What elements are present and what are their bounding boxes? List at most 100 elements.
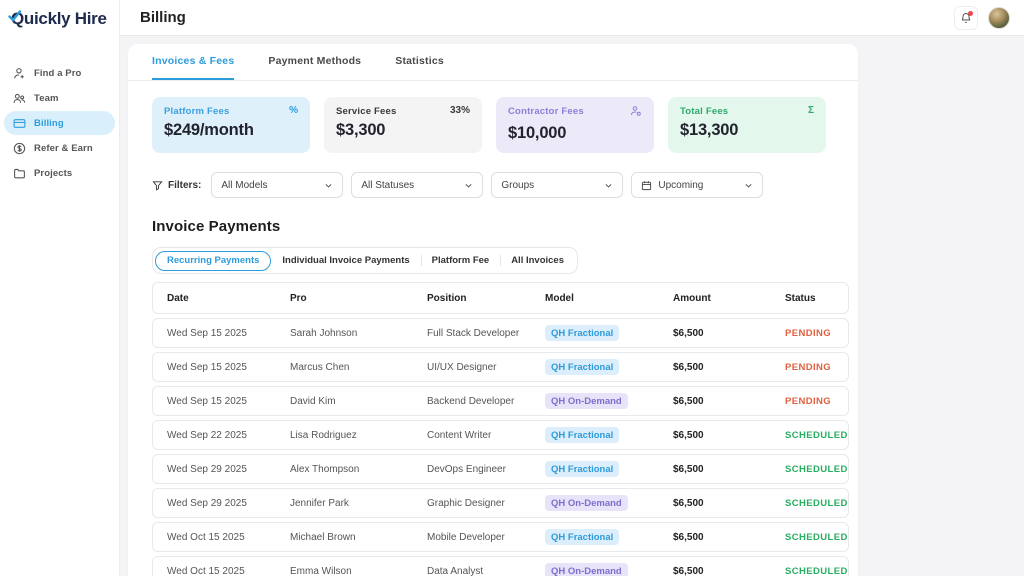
status-badge: SCHEDULED xyxy=(785,463,848,475)
total-fees-card: Total Fees Σ $13,300 xyxy=(668,97,826,153)
cell-date: Wed Sep 29 2025 xyxy=(167,497,247,509)
service-fees-card: Service Fees 33% $3,300 xyxy=(324,97,482,153)
billing-card: Invoices & Fees Payment Methods Statisti… xyxy=(128,44,858,576)
cell-pro: Lisa Rodriguez xyxy=(290,429,357,441)
sidebar-item-find-a-pro[interactable]: Find a Pro xyxy=(4,61,115,85)
brand-logo[interactable]: Quickly Hire xyxy=(0,0,119,29)
cell-pro: Sarah Johnson xyxy=(290,327,358,339)
sidebar-item-label: Team xyxy=(34,92,59,104)
fee-card-label: Contractor Fees xyxy=(508,106,584,117)
topbar-actions xyxy=(954,5,1010,30)
team-icon xyxy=(13,92,26,105)
cell-date: Wed Sep 29 2025 xyxy=(167,463,247,475)
cell-pro: Emma Wilson xyxy=(290,565,352,576)
tab-statistics[interactable]: Statistics xyxy=(395,55,444,67)
bell-icon xyxy=(961,12,971,23)
notifications-button[interactable] xyxy=(954,5,978,30)
user-avatar[interactable] xyxy=(988,6,1010,29)
tab-invoices-fees[interactable]: Invoices & Fees xyxy=(152,44,235,80)
sidebar-item-label: Find a Pro xyxy=(34,67,82,79)
tab-payment-methods[interactable]: Payment Methods xyxy=(268,55,362,67)
date-range-dropdown[interactable]: Upcoming xyxy=(631,172,764,198)
cell-amount: $6,500 xyxy=(673,531,704,543)
table-header-row: Date Pro Position Model Amount Status xyxy=(152,282,849,314)
cell-date: Wed Oct 15 2025 xyxy=(167,565,245,576)
col-header-model: Model xyxy=(545,292,574,304)
cell-amount: $6,500 xyxy=(673,565,704,576)
pill-platform-fee[interactable]: Platform Fee xyxy=(420,250,501,271)
fee-card-label: Total Fees xyxy=(680,106,729,117)
status-badge: SCHEDULED xyxy=(785,497,848,509)
payment-type-pills: Recurring Payments Individual Invoice Pa… xyxy=(152,247,578,274)
dollar-circle-icon xyxy=(13,142,26,155)
chevron-down-icon xyxy=(325,183,332,188)
model-badge: QH Fractional xyxy=(545,427,620,443)
model-badge: QH Fractional xyxy=(545,461,620,477)
col-header-position: Position xyxy=(427,292,467,304)
cell-pro: David Kim xyxy=(290,395,336,407)
chevron-down-icon xyxy=(465,183,472,188)
sidebar-item-team[interactable]: Team xyxy=(4,86,115,110)
model-badge: QH On-Demand xyxy=(545,495,628,511)
sidebar-nav: Find a Pro Team Billing Refer & Earn Pro… xyxy=(0,61,119,185)
person-gear-icon xyxy=(630,105,642,120)
sidebar-item-label: Billing xyxy=(34,117,64,129)
model-badge: QH On-Demand xyxy=(545,563,628,576)
pill-all-invoices[interactable]: All Invoices xyxy=(500,250,575,271)
contractor-fees-card: Contractor Fees $10,000 xyxy=(496,97,654,153)
cell-amount: $6,500 xyxy=(673,395,704,407)
model-badge: QH Fractional xyxy=(545,359,620,375)
cell-pro: Marcus Chen xyxy=(290,361,350,373)
fee-card-value: $13,300 xyxy=(680,121,739,139)
status-badge: PENDING xyxy=(785,395,832,407)
col-header-amount: Amount xyxy=(673,292,711,304)
table-row[interactable]: Wed Sep 29 2025 Alex Thompson DevOps Eng… xyxy=(152,454,849,484)
invoice-payments-heading: Invoice Payments xyxy=(152,218,281,235)
cell-date: Wed Sep 15 2025 xyxy=(167,327,247,339)
table-row[interactable]: Wed Sep 22 2025 Lisa Rodriguez Content W… xyxy=(152,420,849,450)
cell-position: Graphic Designer xyxy=(427,497,505,509)
table-row[interactable]: Wed Sep 15 2025 Sarah Johnson Full Stack… xyxy=(152,318,849,348)
cell-date: Wed Oct 15 2025 xyxy=(167,531,245,543)
cell-position: Content Writer xyxy=(427,429,492,441)
pill-individual-invoice-payments[interactable]: Individual Invoice Payments xyxy=(282,255,410,266)
model-badge: QH On-Demand xyxy=(545,393,628,409)
col-header-pro: Pro xyxy=(290,292,307,304)
chevron-down-icon xyxy=(605,183,612,188)
cell-amount: $6,500 xyxy=(673,463,704,475)
table-row[interactable]: Wed Oct 15 2025 Emma Wilson Data Analyst… xyxy=(152,556,849,576)
status-badge: PENDING xyxy=(785,327,832,339)
cell-date: Wed Sep 15 2025 xyxy=(167,361,247,373)
sidebar-item-billing[interactable]: Billing xyxy=(4,111,115,135)
table-row[interactable]: Wed Sep 15 2025 Marcus Chen UI/UX Design… xyxy=(152,352,849,382)
fee-card-value: $3,300 xyxy=(336,121,386,139)
status-badge: SCHEDULED xyxy=(785,565,848,576)
main-content: Invoices & Fees Payment Methods Statisti… xyxy=(120,36,1024,576)
model-filter-dropdown[interactable]: All Models xyxy=(211,172,344,198)
chevron-down-icon xyxy=(745,183,752,188)
credit-card-icon xyxy=(13,117,26,130)
col-header-status: Status xyxy=(785,292,816,304)
billing-tabs: Invoices & Fees Payment Methods Statisti… xyxy=(128,44,858,81)
filters-row: Filters: All Models All Statuses Groups … xyxy=(128,172,858,198)
pill-recurring-payments[interactable]: Recurring Payments xyxy=(155,250,272,271)
cell-date: Wed Sep 22 2025 xyxy=(167,429,247,441)
invoice-payments-table: Date Pro Position Model Amount Status We… xyxy=(152,282,849,576)
filters-label: Filters: xyxy=(152,180,201,191)
status-filter-dropdown[interactable]: All Statuses xyxy=(351,172,484,198)
person-add-icon xyxy=(13,67,26,80)
sigma-icon: Σ xyxy=(807,105,814,116)
cell-position: UI/UX Designer xyxy=(427,361,497,373)
fee-summary-row: Platform Fees % $249/month Service Fees … xyxy=(128,81,858,153)
fee-card-value: $249/month xyxy=(164,121,254,139)
col-header-date: Date xyxy=(167,292,189,304)
groups-filter-dropdown[interactable]: Groups xyxy=(491,172,624,198)
table-row[interactable]: Wed Oct 15 2025 Michael Brown Mobile Dev… xyxy=(152,522,849,552)
funnel-icon xyxy=(152,180,163,191)
table-row[interactable]: Wed Sep 29 2025 Jennifer Park Graphic De… xyxy=(152,488,849,518)
sidebar-item-label: Refer & Earn xyxy=(34,142,93,154)
sidebar-item-refer-earn[interactable]: Refer & Earn xyxy=(4,136,115,160)
sidebar-item-projects[interactable]: Projects xyxy=(4,161,115,185)
platform-fees-card: Platform Fees % $249/month xyxy=(152,97,310,153)
table-row[interactable]: Wed Sep 15 2025 David Kim Backend Develo… xyxy=(152,386,849,416)
